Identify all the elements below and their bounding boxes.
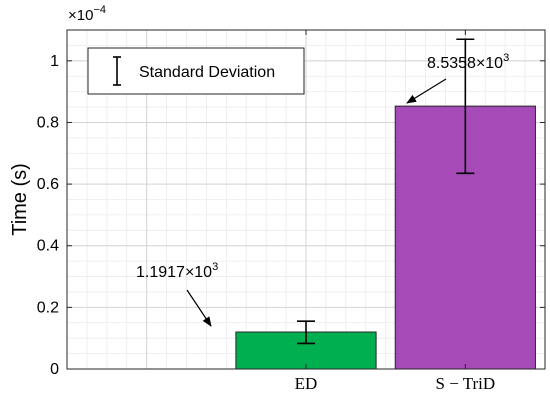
legend-label: Standard Deviation xyxy=(139,64,275,81)
annotation-arrow xyxy=(406,78,447,104)
x-tick-label: S − TriD xyxy=(435,374,495,393)
x-ticks: ED S − TriD xyxy=(295,30,495,393)
error-bar-1 xyxy=(297,320,315,345)
annotation-1: 1.1917×103 xyxy=(136,261,218,327)
error-bars xyxy=(297,38,475,345)
legend: Standard Deviation xyxy=(87,47,305,95)
y-tick-label: 0 xyxy=(50,361,59,378)
y-ticks: 0 0.2 0.4 0.6 0.8 1 xyxy=(37,53,545,378)
legend-box xyxy=(87,47,305,95)
y-axis-label: Time (s) xyxy=(9,163,31,236)
annotation-label: 8.5358×103 xyxy=(427,52,509,72)
y-tick-label: 0.2 xyxy=(37,299,59,316)
error-bar-2 xyxy=(456,38,475,175)
annotation-2: 8.5358×103 xyxy=(406,52,509,104)
annotation-exponent: 3 xyxy=(212,261,218,273)
y-tick-label: 1 xyxy=(50,53,59,70)
y-exponent-power: −4 xyxy=(93,4,106,16)
y-exponent-base: ×10 xyxy=(68,7,93,24)
y-tick-label: 0.8 xyxy=(37,114,59,131)
annotation-mantissa: 8.5358×10 xyxy=(427,55,503,72)
annotation-label: 1.1917×103 xyxy=(136,261,218,281)
legend-errorbar-icon xyxy=(113,56,121,86)
annotation-arrow xyxy=(186,289,212,327)
annotation-mantissa: 1.1917×10 xyxy=(136,264,212,281)
y-tick-label: 0.4 xyxy=(37,238,59,255)
annotation-exponent: 3 xyxy=(503,52,509,64)
y-axis-exponent: ×10−4 xyxy=(68,4,106,24)
x-tick-label: ED xyxy=(295,374,318,393)
y-tick-label: 0.6 xyxy=(37,176,59,193)
